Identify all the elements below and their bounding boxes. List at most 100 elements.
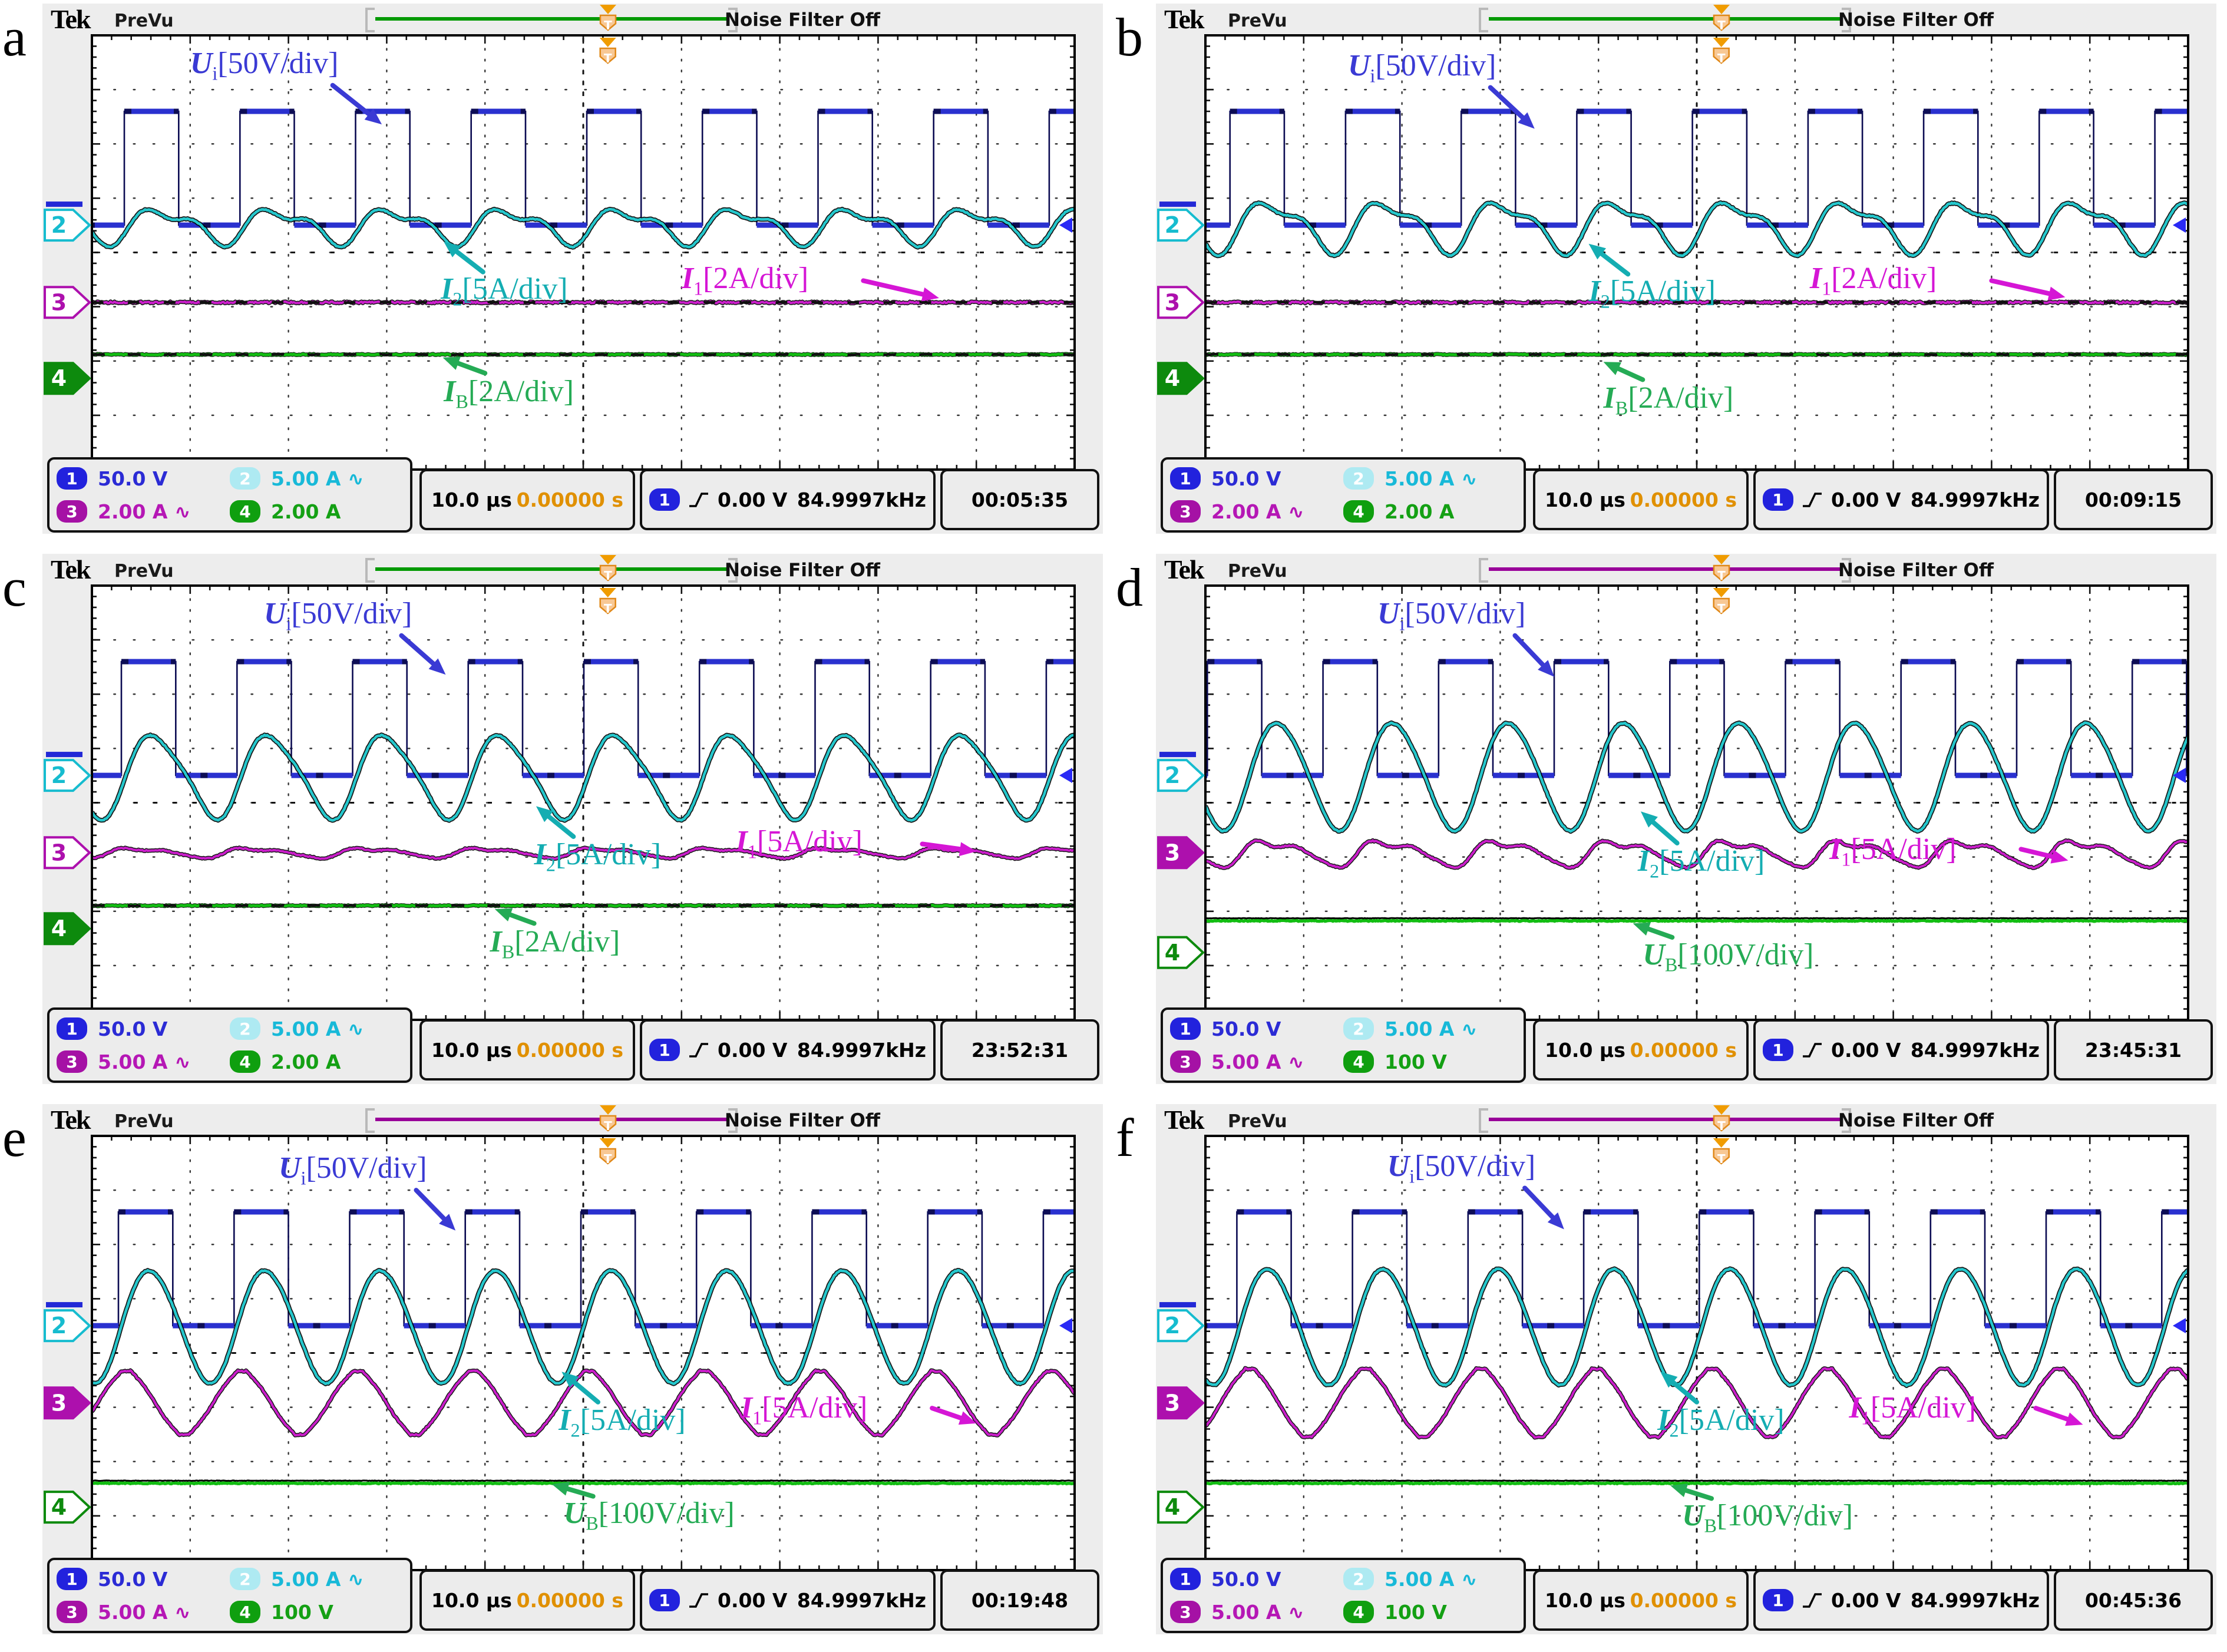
ch1-badge: 1 xyxy=(57,467,87,490)
svg-text:3: 3 xyxy=(1165,840,1180,865)
scope-display: 2 3 4 T Ui[50V/div] I2[5A/div] I1[5A/div] UB[1… xyxy=(42,1135,1103,1606)
svg-text:T: T xyxy=(604,51,612,65)
ch4-readout: 4 100 V xyxy=(1343,1601,1516,1624)
scope-display: 2 3 4 T Ui[50V/div] I2[5A/div] I1[2A/div] IB[2… xyxy=(1156,34,2216,505)
scope-screen: Tek PreVu T Noise Filter Off 2 3 4 T Ui[50V… xyxy=(1156,554,2216,1084)
ch4-badge: 4 xyxy=(230,500,260,523)
acquisition-window-bar: T xyxy=(1156,1104,2216,1135)
ch3-scale: 5.00 A ∿ xyxy=(98,1600,191,1624)
label-arrow-icon xyxy=(1547,1212,1564,1230)
trigger-level: 0.00 V xyxy=(1831,1038,1901,1062)
ch2-badge: 2 xyxy=(230,467,260,490)
acq-bar xyxy=(1489,17,1841,21)
noise-filter-status: Noise Filter Off xyxy=(1838,1110,1994,1131)
delay-value: 0.00000 s xyxy=(516,488,623,511)
trigger-readout: 1 0.00 V 84.9997kHz xyxy=(640,1019,936,1081)
ch3-badge: 3 xyxy=(1170,500,1201,523)
ch3-trace xyxy=(1207,300,2187,305)
channel-position-marker xyxy=(1157,209,1205,242)
trigger-level: 0.00 V xyxy=(718,1588,788,1612)
ch4-badge: 4 xyxy=(1343,1601,1374,1623)
acq-bracket-left-icon xyxy=(1479,1108,1488,1133)
i1-label: I1[5A/div] xyxy=(1829,832,1957,870)
timebase-value: 10.0 µs xyxy=(1545,1038,1625,1062)
channel-readouts: 1 50.0 V 2 5.00 A ∿ 3 5.00 A ∿ 4 2.00 A xyxy=(47,1007,412,1083)
ch3-readout: 3 2.00 A ∿ xyxy=(57,500,230,523)
svg-text:T: T xyxy=(604,569,612,583)
rising-edge-icon xyxy=(1803,1043,1822,1058)
figure-letter: d xyxy=(1116,557,1143,617)
trigger-level-arrow-icon xyxy=(1059,217,1072,233)
trigger-level: 0.00 V xyxy=(1831,1588,1901,1612)
ch3-scale: 2.00 A ∿ xyxy=(1211,500,1304,523)
ch2-badge: 2 xyxy=(1343,1017,1374,1040)
rising-edge-icon xyxy=(689,493,708,507)
svg-text:T: T xyxy=(1717,602,1726,616)
trigger-position-icon: T xyxy=(1713,555,1730,583)
figure-letter: c xyxy=(2,557,27,617)
scope-screen: Tek PreVu T Noise Filter Off 2 3 4 T Ui[50V… xyxy=(42,1104,1103,1634)
ch3-trace xyxy=(1207,1367,2187,1439)
trigger-readout: 1 0.00 V 84.9997kHz xyxy=(1753,469,2049,530)
timebase-value: 10.0 µs xyxy=(1545,1588,1625,1612)
waveform-plot: 2 3 4 T xyxy=(1157,1135,2189,1571)
noise-filter-status: Noise Filter Off xyxy=(725,1110,880,1131)
scope-topbar: Tek PreVu T Noise Filter Off xyxy=(42,1104,1103,1135)
ch3-readout: 3 5.00 A ∿ xyxy=(1170,1601,1343,1624)
channel-position-marker xyxy=(1157,759,1205,792)
i2-label: I2[5A/div] xyxy=(1588,275,1716,312)
acq-bar xyxy=(1489,567,1841,571)
scope-panel-f: f Tek PreVu T Noise Filter Off 2 3 4 T Ui[5… xyxy=(1114,1101,2227,1651)
trigger-marker-icon xyxy=(599,1138,616,1148)
channel-position-marker xyxy=(44,209,91,242)
ch3-readout: 3 2.00 A ∿ xyxy=(1170,500,1343,523)
ib-label: IB[2A/div] xyxy=(1603,381,1734,418)
tek-logo: Tek xyxy=(1164,554,1204,584)
ui-label: Ui[50V/div] xyxy=(1377,597,1526,635)
trigger-frequency: 84.9997kHz xyxy=(797,1038,926,1062)
ch3-trace xyxy=(93,846,1073,860)
scope-panel-a: a Tek PreVu T Noise Filter Off 2 3 4 T Ui[5… xyxy=(0,0,1114,551)
trigger-position-icon: T xyxy=(1713,1105,1730,1133)
acq-bar xyxy=(1489,1118,1841,1121)
label-arrow-icon xyxy=(959,842,977,857)
ch1-position-marker xyxy=(46,752,82,758)
ch4-scale: 2.00 A xyxy=(1385,500,1455,523)
ch2-scale: 5.00 A ∿ xyxy=(1385,1567,1478,1591)
acquisition-window-bar: T xyxy=(42,4,1103,34)
svg-text:3: 3 xyxy=(1165,1390,1180,1416)
rising-edge-icon xyxy=(689,1593,708,1608)
label-arrow-icon xyxy=(494,908,513,921)
ub-label: UB[100V/div] xyxy=(1681,1499,1853,1537)
rising-edge-icon xyxy=(1803,493,1822,507)
ch1-readout: 1 50.0 V xyxy=(1170,1568,1343,1591)
delay-value: 0.00000 s xyxy=(1630,1588,1737,1612)
figure-letter: a xyxy=(2,7,27,67)
timebase-readout: 10.0 µs 0.00000 s xyxy=(1533,1019,1749,1081)
scope-panel-c: c Tek PreVu T Noise Filter Off 2 3 4 T Ui[5… xyxy=(0,550,1114,1101)
ch3-scale: 2.00 A ∿ xyxy=(98,500,191,523)
ch3-scale: 5.00 A ∿ xyxy=(98,1050,191,1073)
clock-readout: 00:09:15 xyxy=(2054,469,2213,530)
i1-label: I1[2A/div] xyxy=(681,261,809,299)
i1-label: I1[5A/div] xyxy=(735,825,863,863)
ui-label: Ui[50V/div] xyxy=(278,1151,427,1189)
ui-label: Ui[50V/div] xyxy=(1347,48,1496,87)
svg-text:2: 2 xyxy=(1165,1313,1180,1339)
tek-logo: Tek xyxy=(51,4,91,34)
ch2-trace xyxy=(93,734,1073,822)
timebase-value: 10.0 µs xyxy=(431,488,512,511)
svg-text:T: T xyxy=(1717,569,1726,583)
label-arrow-icon xyxy=(439,1214,456,1231)
ch4-readout: 4 100 V xyxy=(230,1601,403,1624)
trigger-level-arrow-icon xyxy=(2173,768,2186,784)
label-arrow-icon xyxy=(1670,1484,1689,1498)
noise-filter-status: Noise Filter Off xyxy=(1838,9,1994,31)
acquisition-mode: PreVu xyxy=(1228,561,1287,581)
ch3-badge: 3 xyxy=(1170,1601,1201,1623)
trigger-level: 0.00 V xyxy=(718,1038,788,1062)
trigger-source-badge: 1 xyxy=(1763,488,1793,511)
trigger-readout: 1 0.00 V 84.9997kHz xyxy=(1753,1019,2049,1081)
acquisition-mode: PreVu xyxy=(114,561,174,581)
trigger-source-badge: 1 xyxy=(1763,1589,1793,1611)
